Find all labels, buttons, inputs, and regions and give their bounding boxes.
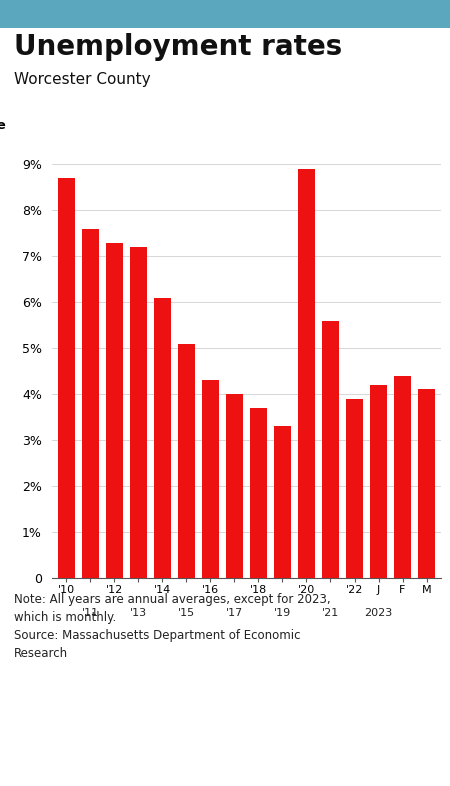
Bar [274, 426, 291, 578]
Bar [58, 178, 75, 578]
Text: Unemployment rate: Unemployment rate [0, 119, 6, 132]
Bar [346, 399, 363, 578]
Bar [418, 389, 435, 578]
Text: Worcester County: Worcester County [14, 72, 150, 87]
Text: 2023: 2023 [364, 608, 393, 619]
Text: '21: '21 [322, 608, 339, 619]
Bar [370, 385, 387, 578]
Bar [130, 247, 147, 578]
Bar [298, 169, 315, 578]
Text: '19: '19 [274, 608, 291, 619]
Bar [202, 380, 219, 578]
Bar [250, 408, 267, 578]
Text: '11: '11 [81, 608, 99, 619]
Bar [178, 343, 195, 578]
Text: '17: '17 [226, 608, 243, 619]
Bar [81, 229, 99, 578]
Bar [226, 394, 243, 578]
Text: '15: '15 [178, 608, 195, 619]
Bar [394, 376, 411, 578]
Bar [322, 321, 339, 578]
Text: Note: All years are annual averages, except for 2023,
which is monthly.
Source: : Note: All years are annual averages, exc… [14, 593, 330, 660]
Text: Unemployment rates: Unemployment rates [14, 33, 342, 61]
Text: '13: '13 [130, 608, 147, 619]
Bar [153, 298, 171, 578]
Bar [106, 243, 123, 578]
